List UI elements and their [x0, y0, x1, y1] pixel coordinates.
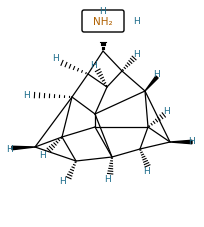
Text: NH₂: NH₂	[93, 17, 113, 27]
Text: H: H	[189, 136, 195, 145]
Text: H: H	[105, 175, 111, 184]
Text: H: H	[39, 150, 45, 159]
Text: H: H	[100, 7, 106, 15]
Text: H: H	[134, 49, 140, 58]
Text: H: H	[144, 166, 150, 175]
Polygon shape	[145, 77, 158, 92]
Polygon shape	[170, 141, 192, 144]
Text: H: H	[6, 144, 12, 153]
Text: H: H	[164, 106, 170, 115]
Text: H: H	[91, 60, 97, 69]
Text: H: H	[59, 177, 65, 186]
Text: H: H	[134, 16, 140, 25]
Polygon shape	[12, 147, 35, 150]
Text: H: H	[154, 69, 160, 78]
FancyBboxPatch shape	[82, 11, 124, 33]
Text: H: H	[52, 53, 58, 62]
Text: H: H	[23, 90, 29, 99]
